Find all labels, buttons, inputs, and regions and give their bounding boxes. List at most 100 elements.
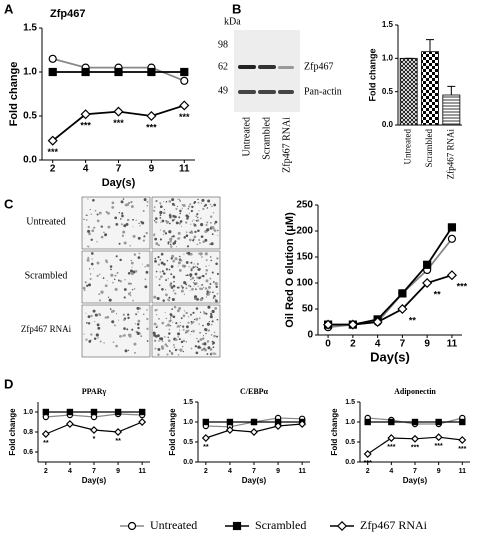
- marker: [114, 428, 123, 436]
- cell: [190, 231, 194, 234]
- cell: [210, 256, 212, 258]
- cell: [183, 310, 186, 312]
- cell: [208, 264, 210, 267]
- cell: [209, 282, 212, 285]
- cell: [135, 313, 137, 315]
- marker: [411, 418, 419, 426]
- cell: [132, 218, 134, 221]
- cell: [205, 279, 209, 283]
- cell: [186, 245, 190, 248]
- cell: [137, 326, 140, 330]
- cell: [202, 286, 205, 289]
- cell: [158, 337, 162, 340]
- cell: [127, 282, 131, 285]
- cell: [115, 223, 119, 226]
- cell: [111, 320, 115, 324]
- significance: ***: [364, 460, 372, 467]
- cell: [210, 259, 213, 262]
- row-label: Scrambled: [25, 270, 68, 281]
- cell: [210, 242, 214, 246]
- cell: [130, 283, 132, 285]
- cell: [133, 342, 137, 346]
- blot: [234, 30, 300, 112]
- blot-band: [238, 65, 256, 69]
- cell: [190, 278, 192, 281]
- cell: [217, 229, 219, 232]
- marker: [447, 223, 457, 232]
- cell: [196, 263, 199, 265]
- x-tick-label: 4: [68, 468, 72, 475]
- cell: [196, 338, 198, 340]
- cell: [199, 338, 203, 341]
- cell: [210, 312, 212, 315]
- cell: [168, 214, 172, 217]
- marker: [447, 234, 457, 243]
- cell: [198, 252, 201, 255]
- cell: [175, 221, 179, 225]
- cell: [97, 337, 99, 339]
- x-tick-label: Scrambled: [424, 129, 434, 168]
- marker: [446, 270, 457, 281]
- cell: [113, 278, 116, 281]
- cell: [143, 313, 145, 315]
- cell: [87, 198, 89, 200]
- x-axis-label: Day(s): [403, 476, 428, 485]
- cell: [86, 258, 90, 262]
- cell: [194, 230, 197, 234]
- cell: [213, 203, 217, 207]
- marker: [65, 420, 74, 428]
- cell: [177, 336, 179, 338]
- significance: ***: [411, 445, 419, 452]
- cell: [187, 208, 190, 210]
- cell: [190, 320, 193, 323]
- cell: [123, 318, 126, 321]
- cell: [90, 238, 93, 241]
- cell: [90, 314, 93, 318]
- cell: [165, 279, 168, 281]
- cell: [142, 209, 145, 212]
- cell: [173, 344, 175, 346]
- cell: [103, 342, 105, 344]
- cell: [152, 331, 156, 335]
- y-tick-label: 1.0: [23, 409, 33, 416]
- cell: [89, 339, 92, 342]
- significance: **: [115, 438, 121, 445]
- cell: [161, 321, 165, 325]
- marker: [202, 418, 210, 426]
- cell: [139, 225, 141, 227]
- y-tick-label: 1.0: [183, 419, 193, 426]
- cell: [195, 317, 199, 321]
- cell: [173, 305, 177, 309]
- x-tick-label: 11: [447, 339, 458, 350]
- cell: [134, 270, 138, 273]
- cell: [205, 259, 208, 262]
- cell: [189, 273, 193, 277]
- cell: [139, 332, 142, 335]
- cell: [85, 312, 87, 314]
- cell: [171, 254, 175, 258]
- cell: [208, 286, 211, 289]
- cell: [200, 217, 202, 219]
- cell: [161, 346, 165, 350]
- cell: [215, 285, 218, 289]
- cell: [178, 222, 182, 225]
- cell: [201, 198, 205, 202]
- cell: [163, 262, 166, 266]
- cell: [178, 329, 181, 331]
- cell: [204, 252, 208, 256]
- cell: [94, 320, 96, 323]
- x-axis-label: Day(s): [242, 476, 267, 485]
- marker: [397, 303, 408, 315]
- cell: [175, 246, 178, 248]
- cell: [207, 346, 209, 348]
- y-tick-label: 1.0: [23, 67, 37, 78]
- cell: [112, 341, 115, 344]
- cell: [159, 271, 162, 273]
- cell: [205, 265, 207, 267]
- cell: [146, 204, 149, 207]
- cell: [131, 272, 134, 276]
- cell: [162, 233, 165, 236]
- cell: [185, 214, 189, 218]
- cell: [172, 290, 175, 292]
- cell: [153, 220, 156, 222]
